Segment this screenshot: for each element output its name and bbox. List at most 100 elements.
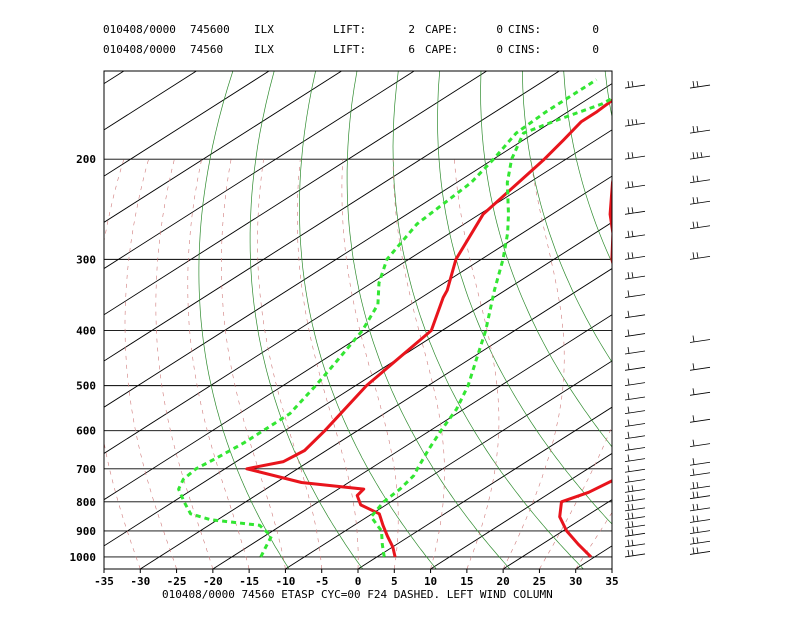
wind-barb — [624, 475, 646, 483]
pressure-tick-label: 700 — [76, 463, 96, 476]
isotherm-line — [104, 129, 612, 454]
isotherm-line — [104, 83, 612, 408]
wind-barb — [624, 431, 646, 440]
wind-barb — [624, 80, 646, 89]
wind-barb — [689, 252, 711, 260]
temperature-tick-label: -5 — [315, 575, 328, 588]
wind-barb — [624, 443, 646, 451]
pressure-tick-label: 1000 — [70, 551, 97, 564]
wind-barb — [624, 503, 646, 512]
moist-adiabat-line — [124, 159, 177, 569]
pressure-axis: 200 300 400 500 600 700 800 900 1000 — [70, 153, 97, 564]
pressure-tick-label: 200 — [76, 153, 96, 166]
moist-adiabat-line — [539, 425, 612, 569]
header-row2-cins-label: CINS: — [508, 43, 541, 56]
wind-barb — [689, 175, 711, 184]
dry-adiabat-line — [392, 71, 584, 569]
wind-barb — [624, 230, 646, 239]
isotherm-line — [104, 71, 487, 316]
dry-adiabat-line — [604, 71, 612, 119]
wind-barb — [624, 252, 646, 260]
wind-barb — [624, 549, 646, 558]
temperature-tick-label: 5 — [391, 575, 398, 588]
moist-adiabat-line — [392, 159, 445, 569]
header-row1-station: 745600 — [190, 23, 230, 36]
isotherm-line — [104, 71, 415, 270]
pressure-tick-label: 600 — [76, 425, 96, 438]
temperature-tick-label: 25 — [533, 575, 546, 588]
header-row1-lift-value: 2 — [408, 23, 415, 36]
header-row2-station: 74560 — [190, 43, 223, 56]
moist-adiabat-line — [454, 159, 500, 569]
header-row2-cins-value: 0 — [592, 43, 599, 56]
dry-adiabat-line — [437, 71, 612, 525]
wind-barb — [689, 221, 711, 230]
temperature-tick-label: -15 — [239, 575, 259, 588]
dry-adiabat-line — [563, 71, 612, 264]
temperature-tick-label: 10 — [424, 575, 437, 588]
isotherm-line — [104, 221, 612, 547]
temperature-line — [245, 98, 612, 558]
moist-adiabat-line — [611, 568, 612, 569]
dry-adiabat-line — [729, 71, 800, 569]
wind-barb — [624, 290, 646, 298]
moist-adiabat-line — [221, 159, 286, 569]
header-row1-date: 010408/0000 — [103, 23, 176, 36]
header-row1-site: ILX — [254, 23, 274, 36]
wind-barb — [624, 485, 646, 493]
header-row1-cape-value: 0 — [496, 23, 503, 36]
wind-barb — [689, 415, 711, 423]
dry-adiabat-line — [249, 71, 363, 569]
moist-adiabat-line — [187, 159, 250, 569]
wind-barb — [689, 126, 711, 134]
wind-barb — [624, 392, 646, 401]
wind-barb — [624, 494, 646, 503]
dewpoint-line — [177, 78, 598, 558]
isotherm-line — [357, 406, 612, 569]
dry-adiabat-line — [299, 71, 437, 569]
wind-barb — [624, 521, 646, 529]
moist-adiabat-line — [257, 159, 322, 569]
pressure-tick-label: 300 — [76, 253, 96, 266]
header-row2-date: 010408/0000 — [103, 43, 176, 56]
wind-barb — [624, 378, 646, 387]
moist-adiabat-line — [502, 159, 565, 569]
temperature-tick-label: -35 — [94, 575, 114, 588]
temperature-tick-label: -30 — [130, 575, 150, 588]
isotherm-line — [140, 268, 612, 569]
header-row1-cins-label: CINS: — [508, 23, 541, 36]
wind-barb — [624, 152, 646, 160]
moist-adiabat-line — [155, 159, 214, 569]
wind-barb — [624, 272, 646, 280]
temperature-tick-label: 35 — [605, 575, 618, 588]
wind-barb — [689, 439, 711, 448]
wind-barb — [689, 335, 711, 343]
wind-barb — [624, 529, 646, 537]
temperature-tick-label: 20 — [497, 575, 510, 588]
temperature-axis: -35 -30 -25 -20 -15 -10 -5 0 5 10 15 20 25 30 35 — [94, 569, 619, 588]
wind-barb — [624, 207, 646, 215]
wind-barb — [689, 458, 711, 466]
wind-barb — [624, 310, 646, 319]
header-row1-cape-label: CAPE: — [425, 23, 458, 36]
wind-columns — [624, 80, 711, 558]
wind-barb — [689, 197, 711, 205]
isotherm-line — [104, 71, 560, 362]
wind-barb — [624, 329, 646, 337]
moist-adiabat-line — [575, 511, 612, 569]
temperature-tick-label: -10 — [275, 575, 295, 588]
wind-barb — [624, 419, 646, 427]
pressure-tick-label: 900 — [76, 525, 96, 538]
header-row1-cins-value: 0 — [592, 23, 599, 36]
profile-lines — [177, 78, 612, 558]
wind-barb — [624, 465, 646, 473]
wind-barb — [624, 346, 646, 355]
wind-barb — [624, 454, 646, 463]
wind-barb — [689, 547, 711, 555]
isotherm-line — [104, 71, 342, 223]
temperature-tick-label: -25 — [167, 575, 187, 588]
temperature-tick-label: -20 — [203, 575, 223, 588]
wind-barb — [624, 181, 646, 189]
header-row2-cape-label: CAPE: — [425, 43, 458, 56]
header-row2-cape-value: 0 — [496, 43, 503, 56]
